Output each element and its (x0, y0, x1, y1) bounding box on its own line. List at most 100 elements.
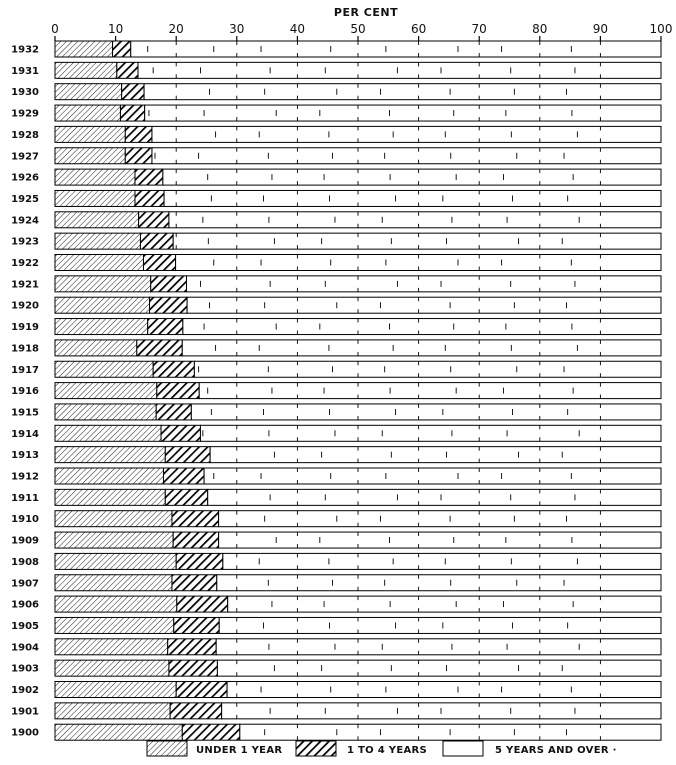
bar-segment-under-1-year (54, 125, 126, 143)
x-tick-label: 90 (593, 22, 608, 36)
bar-segment-under-1-year (54, 723, 183, 741)
bar-segment-under-1-year (54, 403, 157, 421)
bar-brick-lines (209, 297, 601, 314)
bar-segment-1-to-4-years (112, 40, 132, 58)
bar-segment-1-to-4-years (168, 659, 218, 677)
bar-brick-lines (148, 105, 601, 122)
bar-segment-5-years-and-over (216, 574, 662, 592)
bar-segment-5-years-and-over (209, 446, 662, 464)
bar-segment-5-years-and-over (216, 659, 662, 677)
bar-segment-under-1-year (54, 659, 170, 677)
bar-brick-lines (236, 681, 601, 698)
bar-segment-1-to-4-years (136, 339, 183, 357)
bar-segment-1-to-4-years (175, 681, 228, 698)
year-label: 1908 (11, 557, 39, 568)
year-label: 1914 (11, 429, 39, 440)
year-label: 1907 (11, 578, 39, 589)
bar-segment-5-years-and-over (168, 211, 662, 229)
legend: UNDER 1 YEAR 1 TO 4 YEARS 5 YEARS AND OVER… (146, 740, 617, 757)
bar-segment-1-to-4-years (138, 211, 170, 229)
bar-segment-5-years-and-over (143, 83, 662, 101)
bar-segment-under-1-year (54, 360, 154, 378)
year-label: 1900 (11, 728, 39, 739)
year-label: 1910 (11, 514, 39, 525)
bar-segment-5-years-and-over (172, 232, 662, 250)
x-tick-label: 50 (350, 22, 365, 36)
year-label: 1906 (11, 600, 39, 611)
legend-label-5-years-and-over: 5 YEARS AND OVER · (495, 745, 617, 756)
year-label: 1932 (11, 45, 39, 56)
bar-brick-lines (154, 147, 601, 164)
bar-brick-lines (236, 532, 601, 549)
x-tick-label: 0 (51, 22, 59, 36)
bar-segment-1-to-4-years (156, 382, 200, 400)
year-label: 1918 (11, 343, 39, 354)
bar-segment-1-to-4-years (152, 360, 195, 378)
bar-segment-1-to-4-years (147, 318, 184, 336)
bar-segment-5-years-and-over (190, 403, 662, 421)
bar-brick-lines (215, 339, 601, 356)
bar-segment-1-to-4-years (119, 104, 146, 122)
bar-segment-1-to-4-years (171, 510, 220, 528)
x-tick-label: 40 (290, 22, 305, 36)
year-label: 1921 (11, 279, 39, 290)
bar-segment-under-1-year (54, 296, 151, 314)
bar-segment-under-1-year (54, 424, 162, 442)
bar-segment-under-1-year (54, 147, 126, 165)
bar-brick-lines (213, 254, 601, 271)
legend-label-1-to-4-years: 1 TO 4 YEARS (347, 745, 427, 756)
bar-segment-1-to-4-years (142, 254, 177, 271)
bar-brick-lines (175, 211, 601, 228)
bar-segment-5-years-and-over (218, 616, 662, 634)
bar-brick-lines (236, 638, 601, 655)
bar-segment-5-years-and-over (151, 125, 662, 143)
bar-segment-1-to-4-years (116, 61, 139, 79)
legend-label-under-1-year: UNDER 1 YEAR (196, 745, 282, 756)
x-axis-title: PER CENT (334, 6, 398, 19)
bar-segment-under-1-year (54, 467, 164, 485)
bar-brick-lines (199, 275, 601, 292)
bar-brick-lines (213, 468, 601, 484)
x-tick-label: 100 (650, 22, 673, 36)
bar-segment-5-years-and-over (193, 360, 662, 378)
legend-swatch-under-1-year (146, 740, 188, 757)
bars: 1932 1931 1930 1929 1928 1927 1926 1925 1924 1923… (11, 40, 662, 741)
year-label: 1911 (11, 493, 39, 504)
year-label: 1916 (11, 386, 39, 397)
bar-segment-under-1-year (54, 232, 141, 250)
bar-brick-lines (202, 425, 601, 442)
bar-segment-under-1-year (54, 254, 144, 271)
bar-segment-1-to-4-years (167, 638, 217, 656)
year-label: 1903 (11, 664, 39, 675)
year-label: 1920 (11, 301, 39, 312)
bar-segment-under-1-year (54, 211, 140, 229)
bar-segment-1-to-4-years (175, 552, 224, 570)
bar-brick-lines (236, 660, 601, 677)
x-axis: 0 10 20 30 40 50 60 70 80 90 100 (51, 22, 672, 41)
year-label: 1913 (11, 450, 39, 461)
year-label: 1917 (11, 365, 39, 376)
bar-segment-5-years-and-over (203, 467, 662, 485)
bar-brick-lines (236, 510, 601, 527)
bar-segment-5-years-and-over (181, 339, 662, 357)
bar-segment-5-years-and-over (144, 104, 662, 122)
x-tick-label: 30 (229, 22, 244, 36)
bar-segment-5-years-and-over (182, 318, 662, 336)
bar-segment-5-years-and-over (130, 40, 662, 58)
bar-brick-lines (175, 126, 601, 143)
bar-segment-under-1-year (54, 104, 121, 122)
bar-brick-lines (236, 596, 601, 613)
year-label: 1902 (11, 685, 39, 696)
bar-segment-5-years-and-over (163, 189, 662, 207)
bar-segment-1-to-4-years (155, 403, 192, 421)
bar-segment-5-years-and-over (207, 488, 662, 506)
year-label: 1922 (11, 258, 39, 269)
bar-segment-under-1-year (54, 510, 173, 528)
bar-segment-1-to-4-years (181, 723, 241, 741)
bar-segment-under-1-year (54, 488, 166, 506)
bar-brick-lines (236, 574, 601, 591)
bar-brick-lines (210, 403, 601, 420)
year-label: 1912 (11, 472, 39, 483)
year-label: 1924 (11, 215, 39, 226)
bar-segment-under-1-year (54, 531, 174, 549)
